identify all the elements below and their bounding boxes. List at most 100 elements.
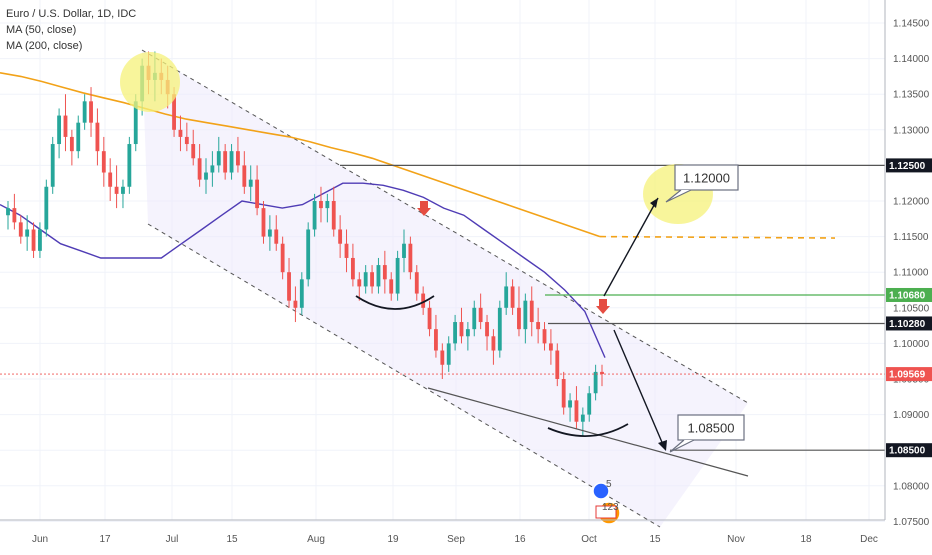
candle-body xyxy=(191,144,196,159)
candle-body xyxy=(25,229,30,237)
x-tick-label: 15 xyxy=(649,534,661,545)
candle-body xyxy=(427,307,432,330)
price-level-box xyxy=(886,316,932,331)
ma200-line xyxy=(0,72,601,238)
candle-body xyxy=(402,243,406,258)
candle-body xyxy=(517,307,521,330)
ma50-line xyxy=(0,182,606,358)
candle-body xyxy=(306,229,311,280)
x-tick-label: Dec xyxy=(860,534,878,545)
candle-body xyxy=(523,300,528,330)
candle-body xyxy=(587,393,592,415)
event-badge-count: 123 xyxy=(602,502,619,513)
y-tick-label: 1.08000 xyxy=(893,481,930,492)
trend-channel xyxy=(141,49,749,528)
x-tick-label: Nov xyxy=(727,534,745,545)
x-tick-label: 16 xyxy=(514,534,526,545)
y-tick-label: 1.10000 xyxy=(893,339,930,350)
candle-body xyxy=(101,151,106,173)
candle-body xyxy=(382,265,387,280)
rounding-arc-oct xyxy=(547,423,629,437)
candle-body xyxy=(446,343,451,365)
candle-body xyxy=(325,201,330,209)
target-callout-1-label: 1.12000 xyxy=(683,171,730,186)
event-badge-count: 5 xyxy=(606,479,612,490)
x-tick-label: Jun xyxy=(32,534,48,545)
candle-body xyxy=(491,336,496,351)
candle-body xyxy=(12,208,17,223)
price-level-label: 1.10680 xyxy=(889,290,926,301)
candle-body xyxy=(95,122,100,152)
candle-body xyxy=(568,400,572,408)
price-level-box xyxy=(886,158,932,173)
candle-body xyxy=(312,201,317,230)
x-tick-label: Jul xyxy=(166,534,179,545)
candle-body xyxy=(548,343,553,351)
candle-body xyxy=(555,350,560,379)
candle-body xyxy=(38,229,42,251)
y-tick-label: 1.14500 xyxy=(893,19,930,30)
price-level-label: 1.09569 xyxy=(889,370,926,381)
y-tick-label: 1.12000 xyxy=(893,197,930,208)
candle-body xyxy=(44,186,49,230)
candle-body xyxy=(408,243,413,273)
chart-title: Euro / U.S. Dollar, 1D, IDC xyxy=(6,8,137,20)
target-callout-2-pointer xyxy=(669,439,695,453)
candle-body xyxy=(440,350,445,365)
candle-body xyxy=(236,151,240,166)
x-tick-label: Sep xyxy=(447,534,465,545)
x-tick-label: 19 xyxy=(387,534,399,545)
candle-body xyxy=(114,186,119,194)
candle-body xyxy=(319,201,323,209)
sell-arrow-oct xyxy=(596,299,610,314)
price-level-label: 1.10280 xyxy=(889,319,926,330)
candle-body xyxy=(561,379,566,408)
candle-body xyxy=(421,293,426,308)
y-tick-label: 1.11500 xyxy=(893,232,929,243)
candle-body xyxy=(280,243,285,273)
candle-body xyxy=(216,151,221,166)
candle-body xyxy=(580,414,585,422)
target-callout-2-box xyxy=(677,414,745,441)
candle-body xyxy=(593,371,598,394)
candle-body xyxy=(82,101,87,123)
x-tick-label: Aug xyxy=(307,534,325,545)
candle-body xyxy=(274,229,279,244)
flag-icon xyxy=(595,505,617,519)
channel-upper-line xyxy=(141,49,749,404)
candle-body xyxy=(395,257,400,294)
y-tick-label: 1.07500 xyxy=(893,517,930,528)
drawings: 1.12000 1.08500 5 123 xyxy=(0,52,885,525)
candle-body xyxy=(31,229,36,251)
target-callout-1-box xyxy=(674,164,739,191)
candle-body xyxy=(127,144,132,187)
candle-body xyxy=(57,115,62,145)
x-tick-label: Oct xyxy=(581,534,597,545)
candle-body xyxy=(210,165,215,173)
price-level-box xyxy=(886,367,932,382)
candle-body xyxy=(229,151,234,173)
highlight-circle-high xyxy=(120,52,180,112)
moving-averages xyxy=(0,72,836,358)
sell-arrow-aug xyxy=(417,201,431,216)
price-level-box xyxy=(886,287,932,302)
candle-body xyxy=(242,165,247,187)
projection-arrow-down xyxy=(613,329,665,448)
target-callout-2-label: 1.08500 xyxy=(688,421,735,436)
y-tick-label: 1.13000 xyxy=(893,125,930,136)
candle-body xyxy=(472,307,477,330)
chart-legend: Euro / U.S. Dollar, 1D, IDC MA (50, clos… xyxy=(6,6,136,54)
candle-body xyxy=(600,371,604,375)
candle-body xyxy=(510,286,515,308)
projection-arrow-up xyxy=(603,197,659,297)
candle-body xyxy=(255,179,260,209)
rounding-arc-aug xyxy=(355,295,435,310)
candle-body xyxy=(459,322,464,337)
candle-body xyxy=(63,115,68,137)
candle-body xyxy=(184,136,189,145)
candle-body xyxy=(178,129,183,137)
candle-body xyxy=(76,122,81,152)
candle-body xyxy=(338,229,343,244)
